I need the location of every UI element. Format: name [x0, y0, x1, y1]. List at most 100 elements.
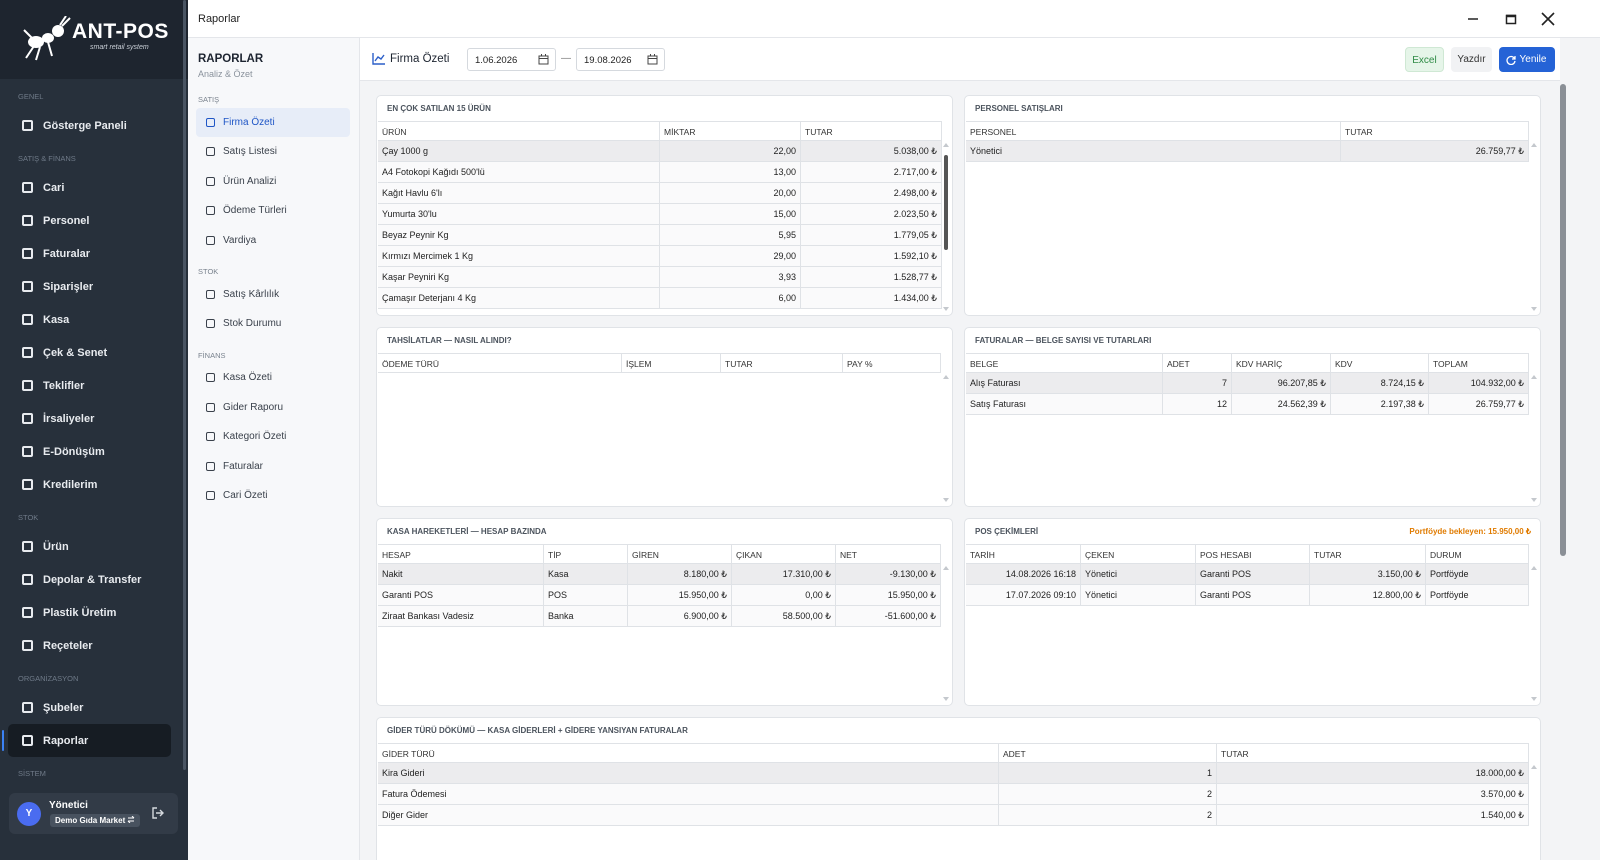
- table-row[interactable]: 14.08.2026 16:18 Yönetici Garanti POS 3.150…: [966, 564, 1529, 585]
- report-panel: EN ÇOK SATILAN 15 ÜRÜN ÜRÜN MİKTAR TUTAR Çay…: [376, 95, 953, 316]
- nav-item[interactable]: Şubeler: [8, 691, 171, 724]
- table-row[interactable]: Nakit Kasa 8.180,00 ₺ 17.310,00 ₺ -9.130,00 …: [378, 564, 941, 585]
- nav-item[interactable]: Siparişler: [8, 270, 171, 303]
- logout-button[interactable]: [152, 807, 164, 819]
- nav-icon: [22, 413, 33, 424]
- column-header: GİDER TÜRÜ: [378, 743, 999, 763]
- table-row[interactable]: Fatura Ödemesi 2 3.570,00 ₺: [378, 784, 1529, 805]
- table-cell: 12: [1163, 394, 1232, 415]
- table-row[interactable]: Alış Faturası 7 96.207,85 ₺ 8.724,15 ₺ 104.9…: [966, 373, 1529, 394]
- menu-item[interactable]: Kategori Özeti: [196, 422, 350, 452]
- table-row[interactable]: Kırmızı Mercimek 1 Kg 29,00 1.592,10 ₺: [378, 246, 942, 267]
- minimize-button[interactable]: [1464, 10, 1482, 28]
- menu-item[interactable]: Satış Kârlılık: [196, 280, 350, 310]
- chart-icon: [372, 53, 385, 65]
- table-row[interactable]: Ziraat Bankası Vadesiz Banka 6.900,00 ₺ 58.…: [378, 606, 941, 627]
- excel-button[interactable]: Excel: [1405, 47, 1444, 72]
- menu-item[interactable]: Ürün Analizi: [196, 167, 350, 197]
- table-row[interactable]: Yumurta 30'lu 15,00 2.023,50 ₺: [378, 204, 942, 225]
- nav-item[interactable]: Çek & Senet: [8, 336, 171, 369]
- table-row[interactable]: Diğer Gider 2 1.540,00 ₺: [378, 805, 1529, 826]
- nav-item[interactable]: Teklifler: [8, 369, 171, 402]
- table-cell: Yönetici: [966, 141, 1341, 162]
- menu-label: Satış Listesi: [223, 146, 277, 158]
- table-header: TARİH ÇEKEN POS HESABI TUTAR DURUM: [966, 544, 1529, 564]
- nav-label: Gösterge Paneli: [43, 119, 127, 132]
- nav-item[interactable]: Plastik Üretim: [8, 596, 171, 629]
- menu-item[interactable]: Gider Raporu: [196, 393, 350, 423]
- menu-icon: [206, 319, 215, 329]
- print-button[interactable]: Yazdır: [1451, 47, 1492, 72]
- menu-item[interactable]: Cari Özeti: [196, 481, 350, 511]
- scroll-track: [941, 143, 950, 311]
- table-cell: 6,00: [660, 288, 801, 309]
- menu-item[interactable]: Vardiya: [196, 226, 350, 256]
- window-title: Raporlar: [198, 13, 241, 25]
- company-badge[interactable]: Demo Gıda Market: [50, 814, 141, 827]
- nav-item[interactable]: Ürün: [8, 530, 171, 563]
- table-cell: 1: [999, 763, 1217, 784]
- date-to[interactable]: 19.08.2026: [576, 48, 665, 71]
- menu-item[interactable]: Satış Listesi: [196, 137, 350, 167]
- menu-section-label: STOK: [198, 267, 219, 276]
- menu-icon: [206, 373, 215, 383]
- brand: ANT-POS smart retail system: [0, 0, 188, 79]
- table-row[interactable]: Kağıt Havlu 6'lı 20,00 2.498,00 ₺: [378, 183, 942, 204]
- date-separator: —: [561, 53, 571, 64]
- table-row[interactable]: Kaşar Peyniri Kg 3,93 1.528,77 ₺: [378, 267, 942, 288]
- table-row[interactable]: Beyaz Peynir Kg 5,95 1.779,05 ₺: [378, 225, 942, 246]
- table-row[interactable]: Çay 1000 g 22,00 5.038,00 ₺: [378, 141, 942, 162]
- nav-item[interactable]: Personel: [8, 204, 171, 237]
- table-row[interactable]: Satış Faturası 12 24.562,39 ₺ 2.197,38 ₺ 26.…: [966, 394, 1529, 415]
- nav-item[interactable]: İrsaliyeler: [8, 402, 171, 435]
- table-row[interactable]: A4 Fotokopi Kağıdı 500'lü 13,00 2.717,00 ₺: [378, 162, 942, 183]
- nav-label: Reçeteler: [43, 639, 93, 652]
- scroll-track: [1529, 375, 1538, 502]
- nav-item[interactable]: E-Dönüşüm: [8, 435, 171, 468]
- scroll-thumb[interactable]: [944, 155, 948, 250]
- table-cell: 2.023,50 ₺: [801, 204, 942, 225]
- table-header: ÜRÜN MİKTAR TUTAR: [378, 121, 942, 141]
- column-header: KDV HARİÇ: [1232, 353, 1331, 373]
- nav-item[interactable]: Raporlar: [2, 724, 171, 757]
- table-cell: 12.800,00 ₺: [1310, 585, 1426, 606]
- column-header: TARİH: [966, 544, 1081, 564]
- nav-item[interactable]: Reçeteler: [8, 629, 171, 662]
- table-header: HESAP TİP GİREN ÇIKAN NET: [378, 544, 941, 564]
- menu-item[interactable]: Kasa Özeti: [196, 363, 350, 393]
- table-cell: 22,00: [660, 141, 801, 162]
- close-button[interactable]: [1539, 10, 1557, 28]
- table-cell: 15.950,00 ₺: [836, 585, 941, 606]
- nav-item[interactable]: Faturalar: [8, 237, 171, 270]
- nav-label: Siparişler: [43, 280, 94, 293]
- nav-item[interactable]: Cari: [8, 171, 171, 204]
- menu-item[interactable]: Firma Özeti: [196, 107, 350, 137]
- table-row[interactable]: Garanti POS POS 15.950,00 ₺ 0,00 ₺ 15.950,00…: [378, 585, 941, 606]
- table-row[interactable]: Kira Gideri 1 18.000,00 ₺: [378, 763, 1529, 784]
- table-cell: 2: [999, 784, 1217, 805]
- nav-item[interactable]: Gösterge Paneli: [8, 109, 171, 142]
- column-header: ÜRÜN: [378, 121, 660, 141]
- table-row[interactable]: 17.07.2026 09:10 Yönetici Garanti POS 12.80…: [966, 585, 1529, 606]
- menu-item[interactable]: Faturalar: [196, 452, 350, 482]
- scroll-track: [941, 375, 950, 502]
- table-row[interactable]: Çamaşır Deterjanı 4 Kg 6,00 1.434,00 ₺: [378, 288, 942, 309]
- table-row[interactable]: Yönetici 26.759,77 ₺: [966, 141, 1529, 162]
- nav-item[interactable]: Depolar & Transfer: [8, 563, 171, 596]
- user-card[interactable]: Y Yönetici Demo Gıda Market: [9, 793, 178, 834]
- refresh-button[interactable]: Yenile: [1499, 47, 1555, 72]
- panel-title: TAHSİLATLAR — NASIL ALINDI?: [387, 336, 512, 345]
- menu-item[interactable]: Stok Durumu: [196, 309, 350, 339]
- nav-item[interactable]: Kasa: [8, 303, 171, 336]
- nav-section-label: STOK: [18, 513, 39, 522]
- menu-label: Ödeme Türleri: [223, 205, 287, 217]
- column-header: MİKTAR: [660, 121, 801, 141]
- nav-item[interactable]: Kredilerim: [8, 468, 171, 501]
- menu-icon: [206, 176, 215, 186]
- menu-item[interactable]: Ödeme Türleri: [196, 196, 350, 226]
- report-title: Firma Özeti: [390, 53, 450, 65]
- table-cell: Kağıt Havlu 6'lı: [378, 183, 660, 204]
- maximize-button[interactable]: [1502, 10, 1520, 28]
- date-from[interactable]: 1.06.2026: [467, 48, 556, 71]
- menu-icon: [206, 147, 215, 157]
